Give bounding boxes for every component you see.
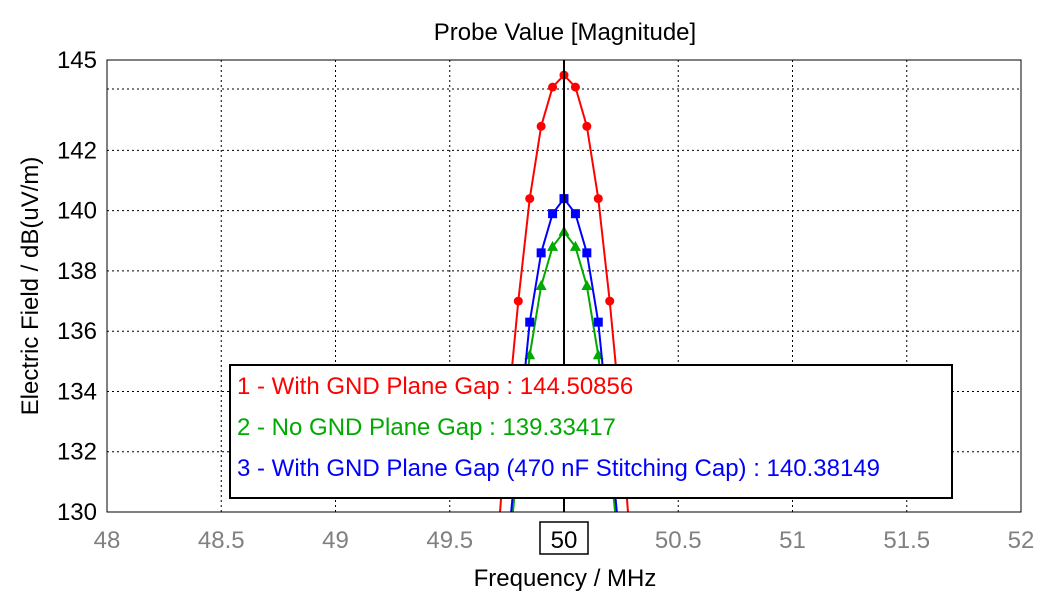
highlighted-tick-box — [539, 521, 589, 555]
data-point — [582, 248, 592, 258]
y-tick-label: 140 — [57, 198, 97, 225]
x-axis-label: Frequency / MHz — [474, 565, 657, 592]
x-tick-label: 49 — [322, 527, 349, 554]
y-tick-label: 136 — [57, 318, 97, 345]
y-tick-label: 145 — [57, 47, 97, 74]
legend-entry-3: 3 - With GND Plane Gap (470 nF Stitching… — [237, 455, 880, 482]
data-point — [548, 82, 558, 92]
x-axis-ticks: 48 48.5 49 49.5 50 50.5 51 51.5 52 — [94, 521, 1035, 555]
legend-entry-2: 2 - No GND Plane Gap : 139.33417 — [237, 414, 616, 441]
x-tick-label: 49.5 — [426, 527, 473, 554]
data-point — [513, 296, 523, 306]
x-tick-label: 48 — [94, 527, 121, 554]
data-point — [605, 296, 615, 306]
x-tick-label: 48.5 — [198, 527, 245, 554]
data-point — [525, 317, 535, 327]
y-tick-label: 138 — [57, 258, 97, 285]
y-axis-label: Electric Field / dB(uV/m) — [17, 157, 44, 416]
data-point — [593, 194, 603, 204]
data-point — [570, 82, 580, 92]
x-tick-label: 51 — [779, 527, 806, 554]
y-tick-label: 132 — [57, 439, 97, 466]
x-tick-label: 52 — [1008, 527, 1035, 554]
data-point — [536, 248, 546, 258]
data-point — [570, 209, 580, 219]
data-point — [569, 240, 581, 251]
data-point — [536, 121, 546, 131]
data-point — [547, 240, 559, 251]
data-point — [535, 280, 547, 290]
plot-frame — [106, 59, 1022, 513]
data-point — [593, 317, 603, 327]
y-tick-label: 142 — [57, 137, 97, 164]
x-tick-label: 51.5 — [883, 527, 930, 554]
x-tick-label: 50.5 — [655, 527, 702, 554]
x-tick-label: 50 — [551, 527, 578, 554]
legend: 1 - With GND Plane Gap : 144.50856 2 - No… — [229, 364, 953, 499]
chart-title: Probe Value [Magnitude] — [434, 19, 696, 46]
data-point — [581, 280, 593, 290]
y-axis-ticks: 130 132 134 136 138 140 142 145 — [57, 47, 97, 526]
y-tick-label: 130 — [57, 499, 97, 526]
data-point — [582, 121, 592, 131]
data-point — [548, 209, 558, 219]
legend-entry-1: 1 - With GND Plane Gap : 144.50856 — [237, 373, 633, 400]
data-point — [525, 194, 535, 204]
legend-box — [229, 364, 953, 499]
y-tick-label: 134 — [57, 378, 97, 405]
